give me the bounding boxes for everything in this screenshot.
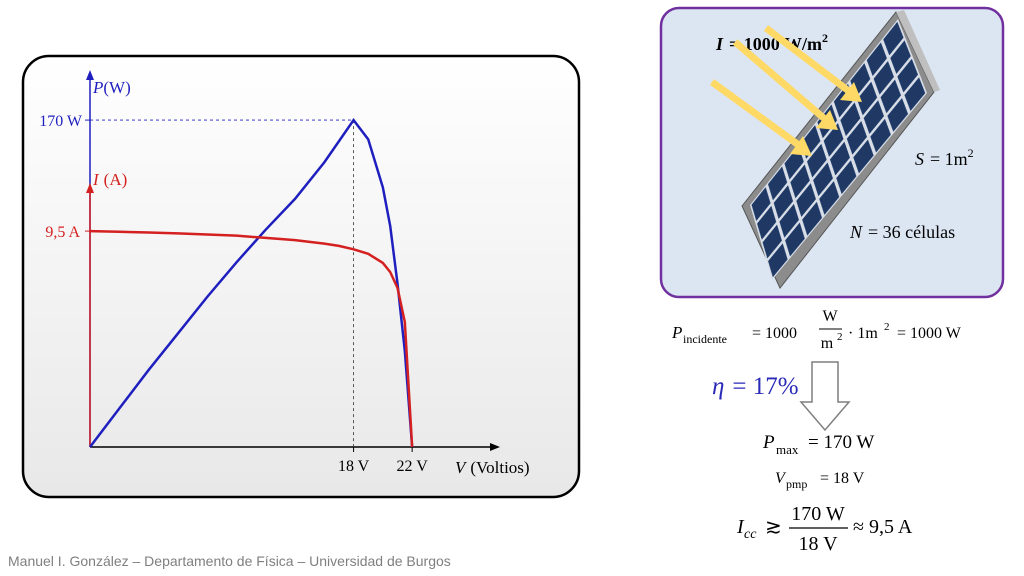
- solar-cell: [853, 139, 874, 174]
- x-tick-label: 22 V: [397, 458, 429, 475]
- series-line: [89, 117, 414, 448]
- axis-label-part: (A): [104, 170, 128, 189]
- den: m: [821, 335, 834, 352]
- num: 170 W: [791, 503, 845, 525]
- axis-label-part: (W): [103, 78, 130, 97]
- rel: ≳: [765, 516, 782, 538]
- den-sup: 2: [837, 331, 843, 343]
- y2-tick-label: 9,5 A: [45, 224, 80, 241]
- solar-cell: [873, 60, 895, 95]
- solar-cell: [767, 166, 788, 201]
- y-tick-label: 170 W: [39, 113, 83, 130]
- solar-cell: [806, 143, 827, 178]
- axis-label-part: (Voltios): [470, 458, 529, 477]
- solar-cell: [866, 42, 888, 77]
- text: = 36 células: [868, 222, 955, 242]
- mid-sup: 2: [884, 321, 890, 333]
- var: η: [712, 373, 724, 400]
- solar-cell: [813, 162, 834, 197]
- sup: 2: [822, 31, 828, 45]
- solar-cell: [756, 205, 777, 240]
- area-label: S = 1m2: [915, 146, 974, 169]
- solar-cell: [870, 118, 891, 153]
- var: S: [915, 149, 924, 169]
- eq: = 1000 W: [897, 325, 962, 342]
- var: I: [736, 516, 745, 538]
- solar-cell: [773, 184, 794, 220]
- text: = 1m: [930, 149, 968, 169]
- solar-cell: [887, 97, 909, 132]
- axis-label: I (A): [92, 170, 127, 189]
- var: I: [715, 34, 724, 54]
- mid: · 1m: [848, 325, 878, 342]
- solar-cell: [883, 21, 904, 56]
- sub: cc: [744, 527, 757, 542]
- den: 18 V: [798, 533, 838, 555]
- x-axis-arrow: [490, 443, 500, 451]
- solar-cell: [846, 120, 868, 155]
- cells-label: N = 36 células: [849, 222, 955, 242]
- solar-cell: [751, 186, 771, 222]
- eq-efficiency: η = 17%: [712, 373, 799, 400]
- solar-cell: [796, 182, 817, 218]
- solar-cell: [880, 79, 902, 114]
- var: N: [849, 222, 863, 242]
- axis-label-part: I: [92, 170, 100, 189]
- solar-cell: [802, 201, 823, 236]
- solar-cell: [790, 164, 810, 199]
- solar-cell: [829, 141, 851, 176]
- var: P: [762, 432, 775, 453]
- eq-icc: I cc ≳ 170 W 18 V ≈ 9,5 A: [736, 503, 913, 555]
- down-arrow: [799, 361, 851, 432]
- text: = 18 V: [820, 470, 865, 487]
- num: W: [822, 308, 838, 325]
- x-tick-label: 18 V: [338, 458, 370, 475]
- axis-label-part: V: [455, 458, 468, 477]
- var: V: [775, 470, 787, 487]
- solar-cell: [819, 180, 840, 216]
- i-axis-arrow: [86, 183, 94, 193]
- solar-cell: [897, 58, 919, 93]
- solar-cell: [840, 102, 861, 137]
- solar-cell: [863, 100, 885, 135]
- eq-pmax: P max = 170 W: [762, 432, 874, 457]
- sub: pmp: [786, 477, 807, 491]
- result: ≈ 9,5 A: [853, 516, 913, 538]
- series-line: [89, 229, 414, 448]
- solar-cell: [836, 160, 857, 195]
- p-axis-arrow: [86, 70, 94, 80]
- axis-label-part: P: [92, 78, 103, 97]
- solar-cell: [904, 77, 926, 112]
- text: = 170 W: [808, 432, 874, 453]
- eq-vpmp: V pmp = 18 V: [775, 470, 865, 491]
- solar-cell: [856, 81, 878, 116]
- footer: Manuel I. González – Departamento de Fís…: [8, 553, 451, 569]
- eq-incidente: P incidente = 1000 W m 2 · 1m 2 = 1000 W: [671, 308, 962, 352]
- sub: max: [776, 442, 799, 457]
- solar-cell: [785, 222, 805, 257]
- sun-rays: [709, 25, 862, 156]
- solar-panel: [741, 10, 940, 289]
- solar-cell: [762, 224, 782, 259]
- solar-cell: [779, 203, 800, 238]
- sup: 2: [968, 146, 974, 160]
- var: P: [671, 323, 682, 342]
- axis-label: P(W): [92, 78, 131, 97]
- solar-cell: [768, 243, 788, 278]
- axis-label: V (Voltios): [455, 458, 530, 477]
- chart-frame: [21, 54, 581, 499]
- eq: = 1000: [752, 325, 797, 342]
- text: = 17%: [732, 373, 798, 400]
- sub: incidente: [683, 332, 727, 346]
- solar-cell: [890, 40, 911, 75]
